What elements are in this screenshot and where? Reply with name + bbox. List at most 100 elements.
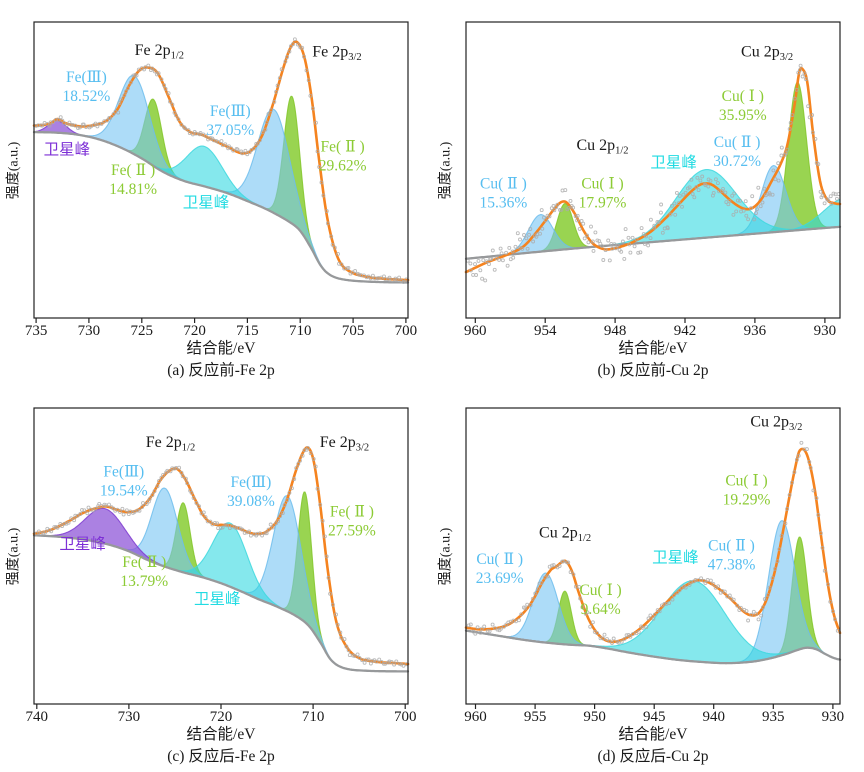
x-axis-label-c: 结合能/eV [186, 726, 256, 743]
peak-label: 35.95% [719, 107, 767, 124]
plot-border [465, 407, 841, 705]
satellite-label: 卫星峰 [183, 194, 230, 212]
x-tick-label: 954 [534, 323, 557, 339]
satellite-label: 卫星峰 [44, 140, 91, 158]
x-tick-label: 735 [25, 323, 48, 339]
x-tick-label: 945 [643, 709, 666, 725]
peak-label: 37.05% [206, 122, 254, 139]
peak-label: 13.79% [120, 573, 168, 590]
peak-label: 17.97% [579, 194, 627, 211]
y-axis-label-d: 强度(a.u.) [438, 527, 454, 586]
peak-label: 27.59% [328, 523, 376, 540]
peak-label: Fe( Ⅱ ) [111, 162, 155, 179]
panel-d: 960 955 950 945 940 935 930 Cu 2p3/2 Cu 2p1/2 Cu(… [432, 386, 864, 772]
chart-c-plot: 740 730 720 710 700 Fe 2p1/2 Fe 2p3/2 Fe(Ⅲ) 19.5… [26, 407, 417, 725]
x-tick-label: 936 [744, 323, 767, 339]
plot-border [33, 21, 409, 319]
peak-label: 47.38% [708, 557, 756, 574]
core-level-label: Cu 2p1/2 [576, 137, 628, 157]
peak-label: 23.69% [476, 570, 524, 587]
peak-label: 39.08% [227, 493, 275, 510]
x-tick-label: 948 [604, 323, 627, 339]
x-tick-label: 940 [702, 709, 725, 725]
x-tick-label: 960 [464, 709, 487, 725]
baseline-curve [32, 534, 410, 673]
peak-label: 9.64% [581, 601, 621, 618]
x-tick-label: 740 [26, 709, 49, 725]
scatter-points [34, 446, 409, 668]
baseline-curve [464, 225, 842, 260]
peak-label: Fe(Ⅲ) [66, 69, 107, 86]
x-tick-label: 710 [289, 323, 312, 339]
peak-label: Cu( Ⅱ ) [476, 551, 523, 568]
caption-a: (a) 反应前-Fe 2p [167, 362, 275, 379]
x-tick-label: 955 [524, 709, 547, 725]
peak-label: Fe( Ⅱ ) [321, 138, 365, 155]
peak-label: Fe(Ⅲ) [231, 474, 272, 491]
panel-c: 740 730 720 710 700 Fe 2p1/2 Fe 2p3/2 Fe(Ⅲ) 19.5… [0, 386, 432, 772]
scatter-points [34, 37, 409, 284]
peak-label: Cu( Ⅱ ) [480, 175, 527, 192]
peak-label: 29.62% [319, 157, 367, 174]
peak-label: Cu( Ⅰ ) [722, 88, 764, 105]
core-level-label: Cu 2p3/2 [750, 413, 802, 433]
x-tick-label: 950 [583, 709, 606, 725]
baseline-curve [32, 130, 410, 284]
peak-label: Fe( Ⅱ ) [330, 504, 374, 521]
baseline-curve [464, 629, 842, 665]
peak-label: Cu( Ⅱ ) [708, 538, 755, 555]
peak-label: Cu( Ⅱ ) [714, 134, 761, 151]
satellite-label: 卫星峰 [194, 590, 241, 608]
peak-label: Cu( Ⅰ ) [725, 473, 767, 490]
chart-d-plot: 960 955 950 945 940 935 930 Cu 2p3/2 Cu 2p1/2 Cu(… [464, 407, 845, 725]
x-tick-label: 930 [814, 323, 837, 339]
peak-label: 19.54% [100, 483, 148, 500]
core-level-label: Cu 2p3/2 [741, 44, 793, 64]
satellite-label: 卫星峰 [59, 535, 106, 553]
peak-label: Cu( Ⅰ ) [581, 175, 623, 192]
y-axis-label-a: 强度(a.u.) [6, 141, 22, 200]
chart-a-plot: 735 730 725 720 715 710 705 700 Fe 2p1/2 Fe 2p3/2… [25, 21, 418, 339]
caption-b: (b) 反应前-Cu 2p [597, 362, 709, 379]
peak-label: 15.36% [480, 194, 528, 211]
scatter-points [466, 440, 840, 645]
x-tick-label: 715 [236, 323, 259, 339]
x-tick-label: 700 [395, 323, 418, 339]
x-tick-label: 705 [342, 323, 365, 339]
peak-label: 30.72% [713, 153, 761, 170]
x-tick-label: 935 [762, 709, 785, 725]
chart-b-plot: 960 954 948 942 936 930 Cu 2p3/2 Cu 2p1/2 Cu( Ⅱ … [464, 21, 842, 339]
x-tick-label: 942 [674, 323, 697, 339]
envelope-curve [464, 447, 842, 644]
x-tick-label: 730 [118, 709, 141, 725]
plot-border [465, 21, 841, 319]
peak-label: 18.52% [63, 88, 111, 105]
x-tick-label: 930 [822, 709, 845, 725]
envelope-curve [464, 66, 842, 274]
peak-label: Fe( Ⅱ ) [122, 554, 166, 571]
core-level-label: Fe 2p3/2 [312, 44, 361, 64]
peak-label: 19.29% [723, 492, 771, 509]
x-axis-label-a: 结合能/eV [186, 340, 256, 357]
core-level-label: Fe 2p3/2 [320, 434, 369, 454]
x-tick-label: 700 [394, 709, 417, 725]
panel-a: 735 730 725 720 715 710 705 700 Fe 2p1/2 Fe 2p3/2… [0, 0, 432, 386]
plot-border [33, 407, 409, 705]
y-axis-label-b: 强度(a.u.) [438, 141, 454, 200]
x-tick-label: 710 [302, 709, 325, 725]
peak-label: Fe(Ⅲ) [103, 464, 144, 481]
caption-c: (c) 反应后-Fe 2p [167, 748, 275, 765]
x-tick-label: 730 [78, 323, 101, 339]
satellite-label: 卫星峰 [650, 154, 697, 172]
peak-label: Cu( Ⅰ ) [579, 582, 621, 599]
scatter-points [465, 63, 841, 283]
peak-label: Fe(Ⅲ) [210, 103, 251, 120]
core-level-label: Fe 2p1/2 [135, 42, 184, 62]
core-level-label: Cu 2p1/2 [539, 524, 591, 544]
satellite-label: 卫星峰 [652, 549, 699, 567]
x-tick-label: 720 [210, 709, 233, 725]
x-tick-label: 960 [464, 323, 487, 339]
peak-label: 14.81% [109, 181, 157, 198]
x-tick-label: 725 [131, 323, 154, 339]
